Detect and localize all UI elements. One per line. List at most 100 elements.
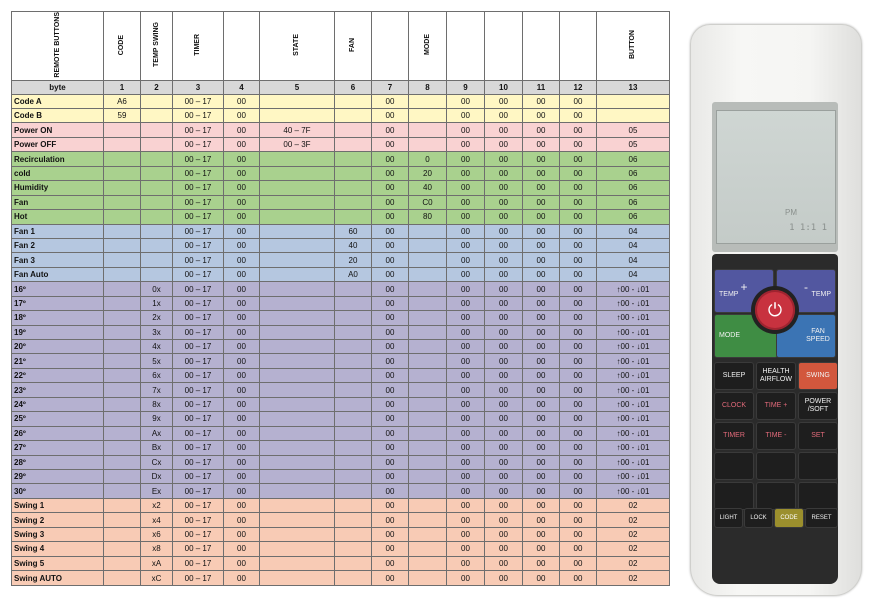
row-label: 30º <box>11 483 104 499</box>
table-cell: 00 <box>559 252 597 268</box>
table-row: Fan 1 00 – 17 00 60 00 00 00 00 00 04 <box>11 223 670 239</box>
table-cell: 00 – 17 <box>172 165 224 182</box>
byte-index-row: byte 1 2 3 4 5 6 7 8 9 10 11 12 13 <box>11 79 670 95</box>
table-cell <box>140 93 173 110</box>
table-row: Code A A6 00 – 17 00 00 00 00 00 00 <box>11 93 670 110</box>
health-airflow-button[interactable]: HEALTH AIRFLOW <box>756 362 796 390</box>
row-label: Code A <box>11 93 104 110</box>
blank-key-2[interactable] <box>756 452 796 480</box>
sleep-button[interactable]: SLEEP <box>714 362 754 390</box>
table-cell: 00 – 17 <box>172 122 224 138</box>
byte-index: 1 <box>103 79 141 95</box>
blank-key-5[interactable] <box>756 482 796 510</box>
table-cell <box>408 425 447 442</box>
table-cell: 00 – 17 <box>172 310 224 326</box>
table-cell <box>259 382 335 398</box>
table-cell: 00 <box>371 483 409 499</box>
table-cell: 00 <box>446 93 485 110</box>
table-cell <box>596 108 670 124</box>
lock-button[interactable]: LOCK <box>744 508 773 528</box>
row-label: Fan 1 <box>11 223 104 239</box>
table-cell <box>259 541 335 557</box>
table-cell: 00 <box>559 122 597 138</box>
table-cell <box>334 353 372 369</box>
table-cell <box>259 353 335 369</box>
row-label: Swing AUTO <box>11 570 104 586</box>
swing-button[interactable]: SWING <box>798 362 838 390</box>
table-cell <box>408 367 447 384</box>
power-soft-button[interactable]: POWER /SOFT <box>798 392 838 420</box>
blank-key-4[interactable] <box>714 482 754 510</box>
table-cell <box>140 223 173 239</box>
table-cell <box>259 281 335 297</box>
column-header <box>484 11 523 81</box>
time-minus-button[interactable]: TIME - <box>756 422 796 450</box>
time-plus-button[interactable]: TIME + <box>756 392 796 420</box>
code-button[interactable]: CODE <box>774 508 804 528</box>
table-cell <box>140 180 173 196</box>
table-cell <box>259 266 335 283</box>
row-label: Swing 4 <box>11 541 104 557</box>
table-cell: 00 <box>559 339 597 355</box>
column-header <box>522 11 560 81</box>
blank-key-1[interactable] <box>714 452 754 480</box>
table-cell: 00 <box>522 483 560 499</box>
table-row: Power ON 00 – 17 00 40 – 7F 00 00 00 00 00 05 <box>11 122 670 138</box>
set-button[interactable]: SET <box>798 422 838 450</box>
column-header: STATE <box>259 11 335 81</box>
table-cell: 00 – 17 <box>172 194 224 211</box>
light-button[interactable]: LIGHT <box>714 508 743 528</box>
table-cell: 00 – 17 <box>172 440 224 456</box>
byte-index: 11 <box>522 79 560 95</box>
blank-key-6[interactable] <box>798 482 838 510</box>
table-cell: 00 <box>484 324 523 341</box>
table-cell: 00 <box>446 483 485 499</box>
timer-label: TIMER <box>723 432 745 439</box>
table-cell: 00 <box>371 339 409 355</box>
table-cell: 00 – 17 <box>172 252 224 268</box>
table-cell: 00 <box>371 324 409 341</box>
table-cell: 00 <box>223 512 260 528</box>
row-label: Swing 1 <box>11 497 104 514</box>
column-header <box>223 11 260 81</box>
timer-button[interactable]: TIMER <box>714 422 754 450</box>
table-cell: 00 <box>371 151 409 167</box>
table-cell: x2 <box>140 497 173 514</box>
table-cell: 06 <box>596 180 670 196</box>
table-cell <box>334 367 372 384</box>
table-cell <box>259 339 335 355</box>
table-cell: 00 <box>522 165 560 182</box>
table-cell: 02 <box>596 570 670 586</box>
table-cell <box>334 541 372 557</box>
table-cell: 00 <box>559 223 597 239</box>
table-cell: 00 <box>223 194 260 211</box>
table-cell <box>334 497 372 514</box>
table-cell: 00 <box>559 382 597 398</box>
table-cell <box>259 93 335 110</box>
table-cell: 60 <box>334 223 372 239</box>
table-cell: 00 <box>522 440 560 456</box>
row-label: Hot <box>11 209 104 225</box>
table-cell <box>259 497 335 514</box>
table-cell: 00 <box>446 396 485 413</box>
light-label: LIGHT <box>719 515 738 521</box>
column-header-label: FAN <box>349 37 356 52</box>
table-cell: 00 <box>446 281 485 297</box>
table-cell: 00 <box>446 180 485 196</box>
table-cell: ↑00 - ↓01 <box>596 411 670 427</box>
byte-index: 2 <box>140 79 173 95</box>
table-cell: 00 – 17 <box>172 483 224 499</box>
table-cell <box>334 411 372 427</box>
table-cell: 00 <box>223 93 260 110</box>
clock-button[interactable]: CLOCK <box>714 392 754 420</box>
table-cell <box>334 310 372 326</box>
power-button[interactable]: ⏻ <box>755 290 795 330</box>
table-cell <box>140 266 173 283</box>
reset-button[interactable]: RESET <box>805 508 838 528</box>
table-cell <box>103 512 141 528</box>
table-cell: Cx <box>140 454 173 470</box>
blank-key-3[interactable] <box>798 452 838 480</box>
table-cell: 00 <box>223 310 260 326</box>
table-cell: 00 <box>223 483 260 499</box>
table-cell: 00 <box>371 512 409 528</box>
